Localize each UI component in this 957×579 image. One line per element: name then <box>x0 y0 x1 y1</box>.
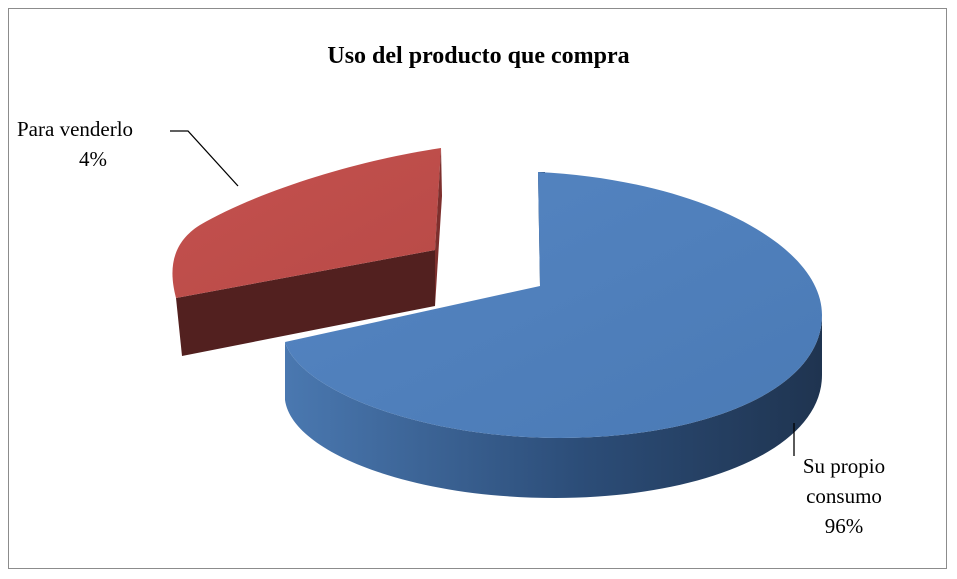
label-pct-para-venderlo: 4% <box>79 147 107 171</box>
label-su-propio-line2: consumo <box>806 484 882 508</box>
pie-slice-su-propio-consumo <box>285 172 822 498</box>
slice-top-para-venderlo <box>172 148 441 298</box>
pie-slice-para-venderlo <box>172 148 442 356</box>
label-pct-su-propio-consumo: 96% <box>825 514 864 538</box>
slice-edge-para-venderlo <box>435 148 442 306</box>
slice-side-su-propio-consumo <box>285 315 822 498</box>
slice-top-su-propio-consumo <box>285 172 822 438</box>
label-su-propio-line1: Su propio <box>803 454 885 478</box>
slice-side-para-venderlo <box>176 250 435 356</box>
leader-line-para-venderlo <box>170 130 239 187</box>
chart-title: Uso del producto que compra <box>327 43 630 69</box>
label-para-venderlo: Para venderlo <box>17 117 133 141</box>
